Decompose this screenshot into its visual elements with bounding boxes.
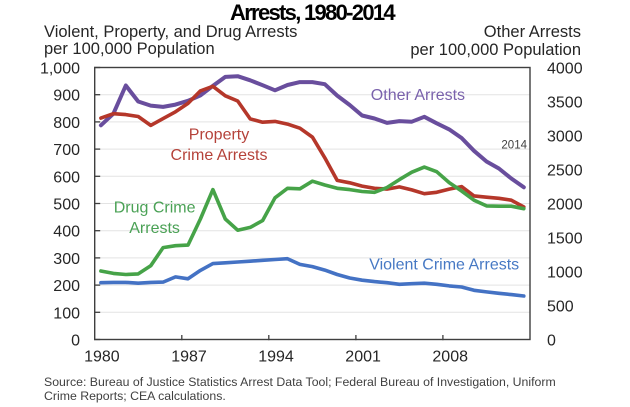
svg-text:600: 600 — [53, 169, 80, 186]
svg-text:Crime Reports; CEA calculation: Crime Reports; CEA calculations. — [44, 389, 226, 403]
svg-text:Other Arrests: Other Arrests — [484, 23, 581, 41]
svg-text:900: 900 — [53, 88, 80, 105]
svg-text:4000: 4000 — [547, 61, 583, 78]
svg-text:0: 0 — [71, 333, 80, 350]
svg-text:Arrests: Arrests — [129, 220, 180, 237]
svg-text:1987: 1987 — [171, 349, 207, 366]
svg-text:Property: Property — [189, 126, 249, 143]
svg-text:700: 700 — [53, 142, 80, 159]
svg-text:200: 200 — [53, 278, 80, 295]
svg-text:Violent, Property, and Drug Ar: Violent, Property, and Drug Arrests — [44, 23, 297, 41]
svg-text:Other Arrests: Other Arrests — [371, 87, 465, 104]
svg-text:per 100,000 Population: per 100,000 Population — [44, 40, 215, 58]
svg-text:2500: 2500 — [547, 163, 583, 180]
svg-text:100: 100 — [53, 305, 80, 322]
svg-text:2014: 2014 — [501, 139, 527, 151]
svg-text:2000: 2000 — [547, 197, 583, 214]
svg-text:300: 300 — [53, 251, 80, 268]
svg-text:1980: 1980 — [84, 349, 120, 366]
svg-text:0: 0 — [547, 333, 556, 350]
svg-text:400: 400 — [53, 224, 80, 241]
svg-text:Violent Crime Arrests: Violent Crime Arrests — [369, 257, 519, 274]
svg-text:1000: 1000 — [547, 265, 583, 282]
svg-text:1,000: 1,000 — [40, 61, 80, 78]
svg-text:500: 500 — [547, 299, 574, 316]
svg-text:Arrests, 1980-2014: Arrests, 1980-2014 — [230, 0, 396, 25]
svg-text:Drug Crime: Drug Crime — [114, 200, 196, 217]
svg-text:3500: 3500 — [547, 95, 583, 112]
svg-text:per 100,000 Population: per 100,000 Population — [410, 41, 581, 59]
svg-text:1994: 1994 — [258, 349, 294, 366]
svg-text:2001: 2001 — [345, 349, 381, 366]
svg-text:500: 500 — [53, 197, 80, 214]
svg-text:2008: 2008 — [432, 349, 468, 366]
svg-text:3000: 3000 — [547, 129, 583, 146]
svg-text:Source: Bureau of Justice Stat: Source: Bureau of Justice Statistics Arr… — [44, 375, 556, 389]
svg-text:1500: 1500 — [547, 231, 583, 248]
svg-text:800: 800 — [53, 115, 80, 132]
svg-text:Crime Arrests: Crime Arrests — [171, 147, 268, 164]
